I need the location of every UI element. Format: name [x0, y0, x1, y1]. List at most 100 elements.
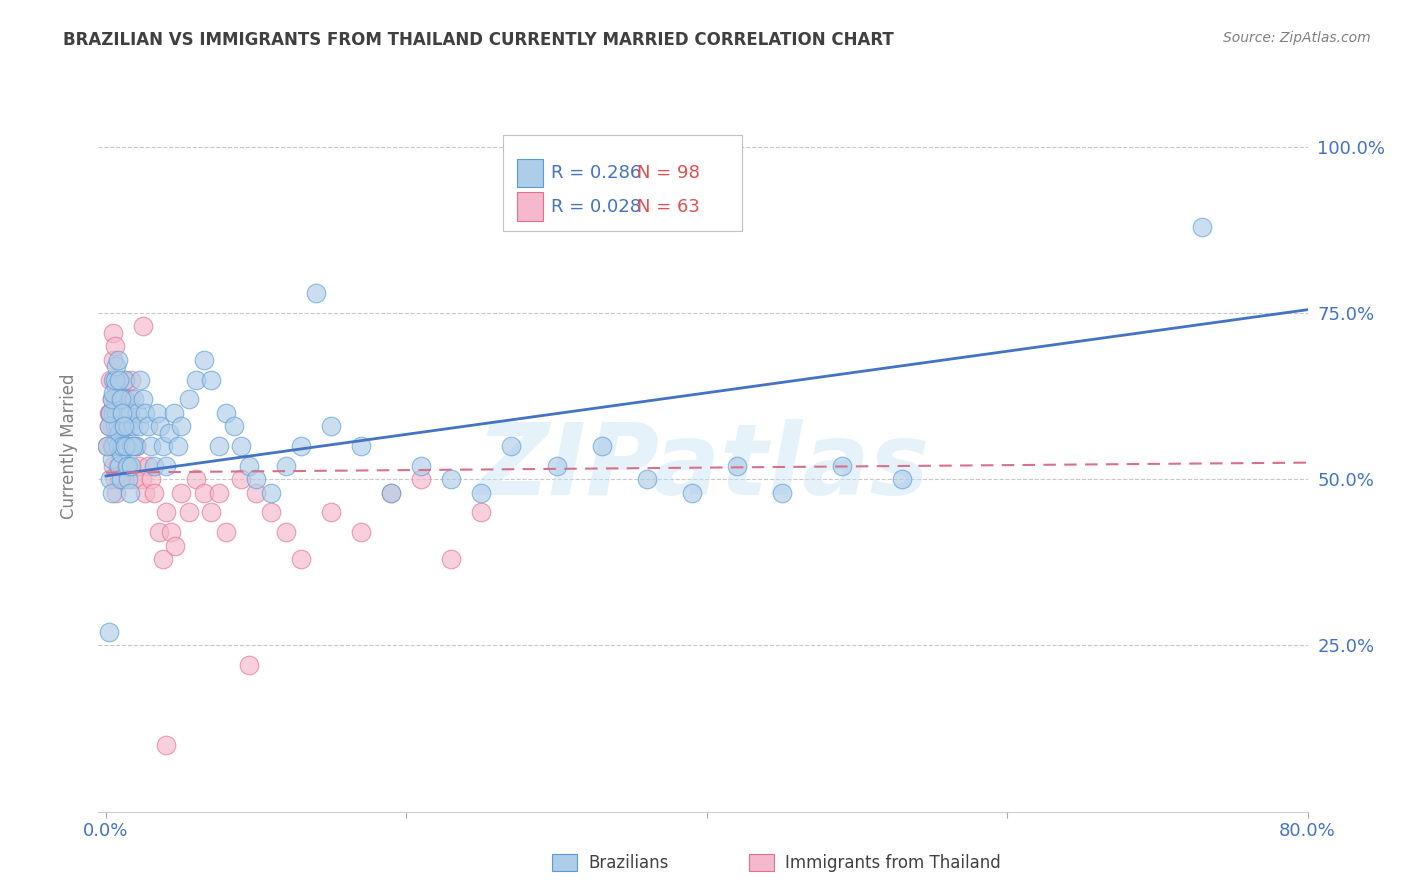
Point — [107, 406, 129, 420]
Point — [101, 485, 124, 500]
Point — [770, 485, 793, 500]
Point — [831, 458, 853, 473]
Point — [112, 419, 135, 434]
Point — [122, 472, 145, 486]
Point — [122, 419, 145, 434]
Point — [207, 485, 229, 500]
Point — [134, 406, 156, 420]
Text: Source: ZipAtlas.com: Source: ZipAtlas.com — [1223, 31, 1371, 45]
Point — [238, 458, 260, 473]
Point — [107, 419, 129, 434]
Point — [118, 485, 141, 500]
Point — [131, 472, 153, 486]
Point — [245, 472, 267, 486]
Point — [114, 439, 136, 453]
Point — [148, 525, 170, 540]
Point — [411, 472, 433, 486]
Point — [104, 392, 127, 407]
Point — [105, 392, 128, 407]
Point — [97, 406, 120, 420]
Point — [110, 392, 132, 407]
Point — [104, 419, 127, 434]
Text: N = 98: N = 98 — [637, 164, 700, 182]
Point — [112, 392, 135, 407]
Point — [100, 406, 122, 420]
Point — [380, 485, 402, 500]
Point — [127, 406, 149, 420]
Text: Immigrants from Thailand: Immigrants from Thailand — [785, 854, 1001, 871]
Point — [128, 419, 150, 434]
Point — [125, 439, 148, 453]
Point — [111, 406, 134, 420]
Point — [136, 419, 159, 434]
Point — [105, 433, 128, 447]
Point — [132, 392, 155, 407]
Point — [105, 485, 128, 500]
Point — [222, 419, 245, 434]
Point — [129, 372, 152, 386]
Text: N = 63: N = 63 — [637, 198, 700, 216]
Point — [290, 552, 312, 566]
Point — [162, 406, 184, 420]
Point — [117, 472, 139, 486]
Point — [681, 485, 703, 500]
Point — [134, 485, 156, 500]
Point — [121, 439, 143, 453]
Point — [440, 472, 463, 486]
Point — [350, 525, 373, 540]
Point — [122, 439, 145, 453]
Point — [546, 458, 568, 473]
Y-axis label: Currently Married: Currently Married — [59, 373, 77, 519]
Point — [440, 552, 463, 566]
Point — [114, 406, 136, 420]
Point — [97, 419, 120, 434]
Point — [101, 419, 124, 434]
Point — [152, 439, 174, 453]
Point — [501, 439, 523, 453]
Point — [108, 458, 131, 473]
Point — [112, 372, 135, 386]
Point — [136, 458, 159, 473]
Point — [107, 439, 129, 453]
Text: R = 0.028: R = 0.028 — [551, 198, 641, 216]
Point — [114, 372, 136, 386]
Point — [143, 458, 166, 473]
Point — [107, 419, 129, 434]
Point — [110, 445, 132, 459]
Point — [97, 419, 120, 434]
Point — [193, 352, 215, 367]
Point — [152, 552, 174, 566]
Point — [115, 419, 138, 434]
Point — [104, 339, 127, 353]
Point — [108, 372, 131, 386]
Point — [114, 392, 136, 407]
Point — [124, 392, 146, 407]
Point — [132, 319, 155, 334]
Point — [290, 439, 312, 453]
Point — [167, 439, 190, 453]
Point — [115, 458, 138, 473]
Point — [170, 419, 193, 434]
Point — [103, 385, 125, 400]
Point — [380, 485, 402, 500]
Point — [470, 485, 492, 500]
Point — [97, 625, 120, 640]
Point — [118, 406, 141, 420]
Point — [177, 392, 200, 407]
Point — [170, 485, 193, 500]
Point — [111, 406, 134, 420]
Point — [155, 458, 177, 473]
Point — [177, 506, 200, 520]
Point — [139, 439, 162, 453]
Point — [100, 372, 122, 386]
Point — [105, 379, 128, 393]
Point — [184, 472, 207, 486]
Point — [111, 439, 134, 453]
Point — [350, 439, 373, 453]
Point — [101, 392, 124, 407]
Point — [200, 372, 222, 386]
Point — [411, 458, 433, 473]
Point — [100, 406, 122, 420]
Point — [193, 485, 215, 500]
Point — [96, 439, 118, 453]
